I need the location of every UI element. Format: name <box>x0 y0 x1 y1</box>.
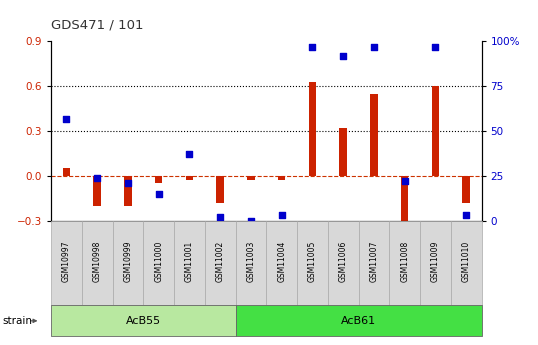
Point <box>216 215 224 220</box>
Text: GSM11005: GSM11005 <box>308 241 317 282</box>
Text: GSM11008: GSM11008 <box>400 241 409 282</box>
Bar <box>278 176 286 180</box>
Text: AcB61: AcB61 <box>341 316 376 326</box>
Bar <box>155 176 162 184</box>
Point <box>124 180 132 186</box>
Point <box>308 44 317 50</box>
Text: GSM11007: GSM11007 <box>370 241 378 282</box>
Text: GSM11009: GSM11009 <box>431 241 440 282</box>
Point <box>246 218 255 224</box>
Text: GSM11003: GSM11003 <box>246 241 256 282</box>
Text: GSM11002: GSM11002 <box>216 241 225 282</box>
Text: GSM11000: GSM11000 <box>154 241 163 282</box>
Point <box>370 44 378 50</box>
Bar <box>247 176 254 180</box>
Point <box>462 213 470 218</box>
Bar <box>94 176 101 206</box>
Point <box>93 175 102 180</box>
Point <box>278 213 286 218</box>
Text: GSM11006: GSM11006 <box>338 241 348 282</box>
Point <box>400 179 409 184</box>
Point <box>339 53 348 59</box>
Bar <box>339 128 347 176</box>
Bar <box>216 176 224 203</box>
Text: AcB55: AcB55 <box>126 316 161 326</box>
Bar <box>462 176 470 203</box>
Bar <box>124 176 132 206</box>
Point <box>62 116 71 121</box>
Bar <box>431 86 439 176</box>
Text: GSM10997: GSM10997 <box>62 240 71 282</box>
Point <box>154 191 163 197</box>
Bar <box>401 176 408 224</box>
Text: GSM10998: GSM10998 <box>93 241 102 282</box>
Text: GSM10999: GSM10999 <box>123 240 132 282</box>
Text: strain: strain <box>3 316 33 326</box>
Bar <box>63 168 70 176</box>
Bar <box>370 94 378 176</box>
Text: GDS471 / 101: GDS471 / 101 <box>51 18 144 31</box>
Text: GSM11001: GSM11001 <box>185 241 194 282</box>
Bar <box>309 82 316 176</box>
Bar <box>186 176 193 180</box>
Text: GSM11004: GSM11004 <box>277 241 286 282</box>
Point <box>431 44 440 50</box>
Point <box>185 152 194 157</box>
Text: GSM11010: GSM11010 <box>462 241 471 282</box>
